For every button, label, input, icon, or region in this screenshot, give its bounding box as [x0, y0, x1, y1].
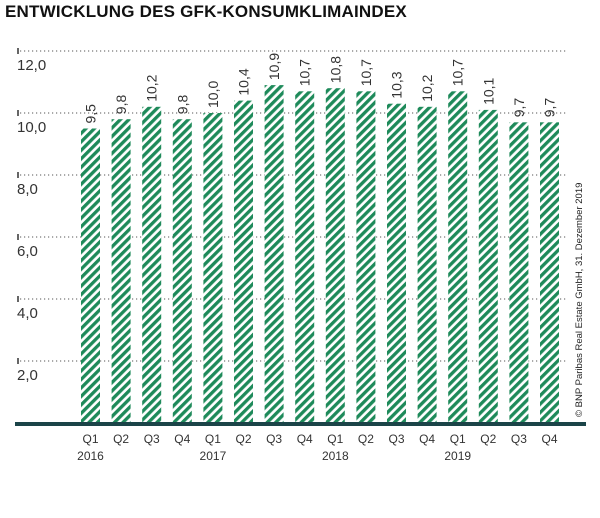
- data-label: 9,8: [174, 95, 190, 115]
- year-label: 2017: [200, 449, 227, 463]
- data-label: 10,2: [144, 74, 160, 101]
- y-tick-label: 4,0: [17, 305, 38, 322]
- bar: [509, 122, 529, 424]
- data-label: 10,1: [480, 77, 496, 104]
- source-note: © BNP Paribas Real Estate GmbH, 31. Deze…: [574, 183, 585, 417]
- x-tick-label: Q3: [388, 432, 404, 446]
- data-label: 10,7: [297, 59, 313, 86]
- data-label: 10,3: [389, 71, 405, 98]
- data-label: 9,7: [511, 98, 527, 118]
- x-tick-label: Q3: [144, 432, 160, 446]
- x-tick-label: Q4: [541, 432, 557, 446]
- bar: [356, 91, 376, 424]
- bar: [111, 119, 131, 423]
- data-label: 9,7: [542, 98, 558, 118]
- bar: [448, 91, 468, 424]
- bar: [417, 106, 437, 424]
- data-label: 9,8: [113, 95, 129, 115]
- data-label: 10,8: [327, 56, 343, 83]
- bar: [264, 85, 284, 423]
- data-label: 10,0: [205, 81, 221, 108]
- data-label: 10,7: [358, 59, 374, 86]
- data-label: 10,4: [236, 68, 252, 95]
- bar: [172, 119, 192, 423]
- x-tick-label: Q4: [419, 432, 435, 446]
- x-tick-label: Q4: [297, 432, 313, 446]
- x-tick-label: Q3: [266, 432, 282, 446]
- x-tick-label: Q2: [480, 432, 496, 446]
- data-label: 10,7: [450, 59, 466, 86]
- y-tick-label: 10,0: [17, 119, 46, 136]
- bar: [81, 128, 100, 423]
- x-tick-label: Q1: [82, 432, 98, 446]
- year-label: 2019: [444, 449, 471, 463]
- chart-title: ENTWICKLUNG DES GFK-KONSUMKLIMAINDEX: [5, 2, 407, 21]
- data-label: 10,2: [419, 74, 435, 101]
- x-tick-label: Q3: [511, 432, 527, 446]
- y-tick-label: 2,0: [17, 367, 38, 384]
- x-tick-label: Q1: [450, 432, 466, 446]
- y-tick-label: 6,0: [17, 243, 38, 260]
- year-label: 2016: [77, 449, 104, 463]
- y-tick-label: 8,0: [17, 181, 38, 198]
- bar: [387, 103, 406, 423]
- bar: [325, 88, 345, 423]
- x-tick-label: Q2: [358, 432, 374, 446]
- y-tick-label: 12,0: [17, 57, 46, 74]
- x-tick-label: Q1: [205, 432, 221, 446]
- bar: [478, 109, 498, 424]
- x-tick-label: Q2: [113, 432, 129, 446]
- bar: [142, 106, 162, 424]
- x-tick-label: Q2: [235, 432, 251, 446]
- data-label: 9,5: [83, 104, 99, 124]
- bar: [203, 113, 223, 423]
- x-tick-label: Q4: [174, 432, 190, 446]
- bar: [234, 100, 253, 423]
- data-label: 10,9: [266, 53, 282, 80]
- bar: [295, 91, 315, 424]
- x-tick-label: Q1: [327, 432, 343, 446]
- year-label: 2018: [322, 449, 349, 463]
- bar: [540, 122, 559, 424]
